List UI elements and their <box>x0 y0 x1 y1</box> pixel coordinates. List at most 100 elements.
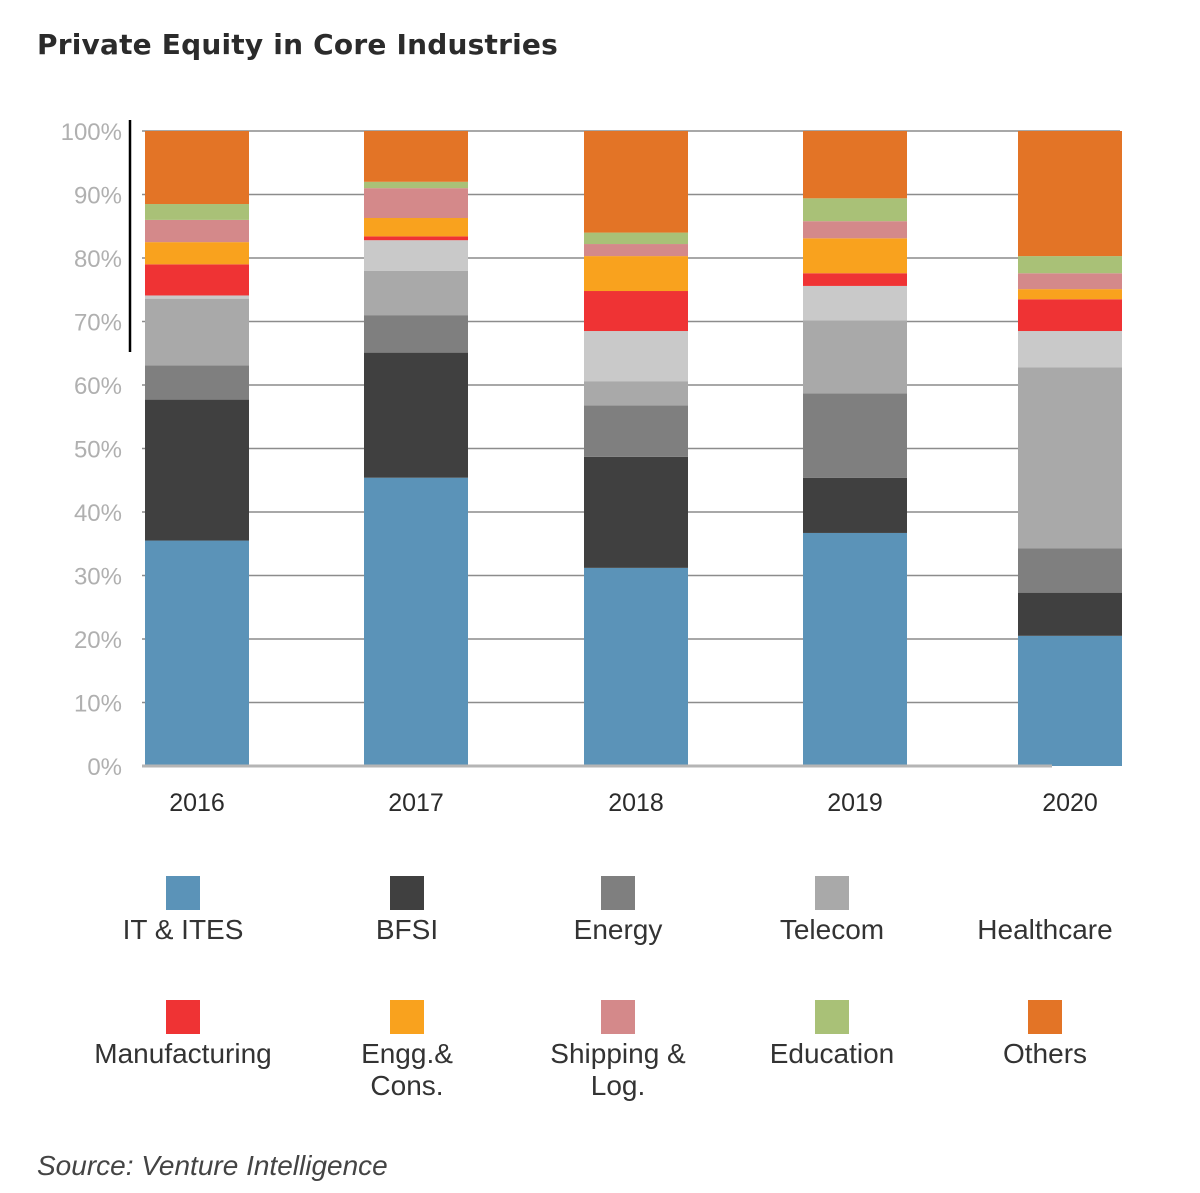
x-axis-ticks: 2016 2017 2018 2019 2020 <box>169 789 1098 817</box>
y-tick-label: 40% <box>74 500 122 527</box>
bar-segment-others-2019 <box>803 131 907 199</box>
bar-segment-others-2017 <box>364 131 468 182</box>
y-tick-label: 20% <box>74 627 122 654</box>
legend-item: Engg.& Cons. <box>297 1000 517 1102</box>
legend-item: Energy <box>508 876 728 946</box>
legend-label: Healthcare <box>977 914 1113 945</box>
bar-stack-2019 <box>803 131 907 766</box>
y-tick-label: 80% <box>74 246 122 273</box>
legend-label: Log. <box>590 1070 646 1101</box>
bar-segment-bfsi-2019 <box>803 477 907 533</box>
bar-segment-telecom-2017 <box>364 270 468 316</box>
legend-item: Healthcare <box>935 876 1155 946</box>
legend-swatch <box>601 1000 635 1034</box>
bars <box>145 131 1122 766</box>
bar-segment-manufacturing-2016 <box>145 264 249 296</box>
legend-item: Shipping & Log. <box>508 1000 728 1102</box>
bar-segment-telecom-2016 <box>145 298 249 366</box>
legend-swatch <box>1028 1000 1062 1034</box>
bar-segment-telecom-2018 <box>584 381 688 406</box>
bar-segment-manufacturing-2019 <box>803 273 907 286</box>
legend-swatch <box>1028 876 1062 910</box>
bar-segment-engg-cons--2017 <box>364 217 468 237</box>
legend-label: BFSI <box>375 914 439 945</box>
legend-item: IT & ITES <box>73 876 293 946</box>
bar-segment-shipping-log--2017 <box>364 188 468 218</box>
bar-segment-it-ites-2017 <box>364 477 468 766</box>
bar-segment-it-ites-2018 <box>584 567 688 766</box>
y-tick-label: 50% <box>74 437 122 464</box>
bar-segment-others-2020 <box>1018 131 1122 257</box>
y-tick-label: 90% <box>74 183 122 210</box>
y-tick-label: 60% <box>74 373 122 400</box>
legend-item: Telecom <box>722 876 942 946</box>
bar-segment-energy-2016 <box>145 365 249 400</box>
bar-segment-it-ites-2019 <box>803 532 907 766</box>
bar-segment-it-ites-2016 <box>145 540 249 766</box>
y-tick-label: 70% <box>74 310 122 337</box>
bar-segment-education-2019 <box>803 198 907 222</box>
bar-segment-others-2018 <box>584 131 688 233</box>
bar-segment-education-2017 <box>364 181 468 189</box>
bar-segment-shipping-log--2018 <box>584 244 688 257</box>
bar-segment-energy-2020 <box>1018 548 1122 593</box>
bar-segment-education-2018 <box>584 232 688 245</box>
bar-stack-2016 <box>145 131 249 766</box>
bar-segment-it-ites-2020 <box>1018 635 1122 766</box>
y-tick-label: 30% <box>74 564 122 591</box>
bar-segment-engg-cons--2016 <box>145 242 249 265</box>
legend-swatch <box>166 1000 200 1034</box>
chart-title: Private Equity in Core Industries <box>37 28 558 61</box>
bar-segment-bfsi-2020 <box>1018 592 1122 636</box>
bar-segment-healthcare-2018 <box>584 331 688 382</box>
legend-label: Cons. <box>370 1070 444 1101</box>
y-tick-label: 0% <box>87 754 122 781</box>
bar-segment-shipping-log--2019 <box>803 221 907 239</box>
bar-segment-manufacturing-2017 <box>364 236 468 241</box>
y-tick-label: 10% <box>74 691 122 718</box>
legend-label: Energy <box>573 914 663 945</box>
legend-label: Shipping & <box>550 1038 686 1069</box>
legend-label: Education <box>769 1038 895 1069</box>
bar-segment-others-2016 <box>145 131 249 205</box>
bar-segment-energy-2018 <box>584 405 688 457</box>
x-tick-label: 2018 <box>608 789 664 817</box>
bar-segment-energy-2019 <box>803 393 907 478</box>
legend-item: Education <box>722 1000 942 1070</box>
bar-segment-manufacturing-2020 <box>1018 299 1122 332</box>
legend-label: Engg.& <box>361 1038 453 1069</box>
bar-segment-healthcare-2020 <box>1018 331 1122 368</box>
x-tick-label: 2017 <box>388 789 444 817</box>
bar-segment-engg-cons--2019 <box>803 238 907 274</box>
x-tick-label: 2020 <box>1042 789 1098 817</box>
legend-label: Manufacturing <box>94 1038 272 1069</box>
bar-segment-bfsi-2018 <box>584 456 688 568</box>
legend-swatch <box>815 876 849 910</box>
bar-segment-energy-2017 <box>364 315 468 353</box>
bar-segment-healthcare-2019 <box>803 285 907 321</box>
bar-segment-telecom-2020 <box>1018 367 1122 549</box>
legend-label: IT & ITES <box>122 914 244 945</box>
source-note: Source: Venture Intelligence <box>37 1150 388 1181</box>
bar-stack-2020 <box>1018 131 1122 766</box>
bar-stack-2018 <box>584 131 688 766</box>
bar-segment-telecom-2019 <box>803 320 907 394</box>
legend-item: Manufacturing <box>73 1000 293 1070</box>
bar-segment-education-2020 <box>1018 256 1122 274</box>
legend-label: Telecom <box>779 914 885 945</box>
bar-segment-healthcare-2016 <box>145 295 249 299</box>
legend-swatch <box>815 1000 849 1034</box>
legend-label: Others <box>1002 1038 1088 1069</box>
y-axis-ticks: 0% 10% 20% 30% 40% 50% 60% 70% 80% 90% 100% <box>61 119 122 781</box>
bar-segment-engg-cons--2020 <box>1018 289 1122 300</box>
bar-segment-bfsi-2016 <box>145 399 249 541</box>
stacked-bar-chart: 0% 10% 20% 30% 40% 50% 60% 70% 80% 90% 100% 2016 20… <box>61 119 1122 817</box>
legend-swatch <box>390 1000 424 1034</box>
bar-segment-engg-cons--2018 <box>584 256 688 292</box>
y-tick-label: 100% <box>61 119 122 146</box>
bar-segment-manufacturing-2018 <box>584 291 688 332</box>
legend-swatch <box>601 876 635 910</box>
x-tick-label: 2016 <box>169 789 225 817</box>
legend-swatch <box>166 876 200 910</box>
legend-item: BFSI <box>297 876 517 946</box>
